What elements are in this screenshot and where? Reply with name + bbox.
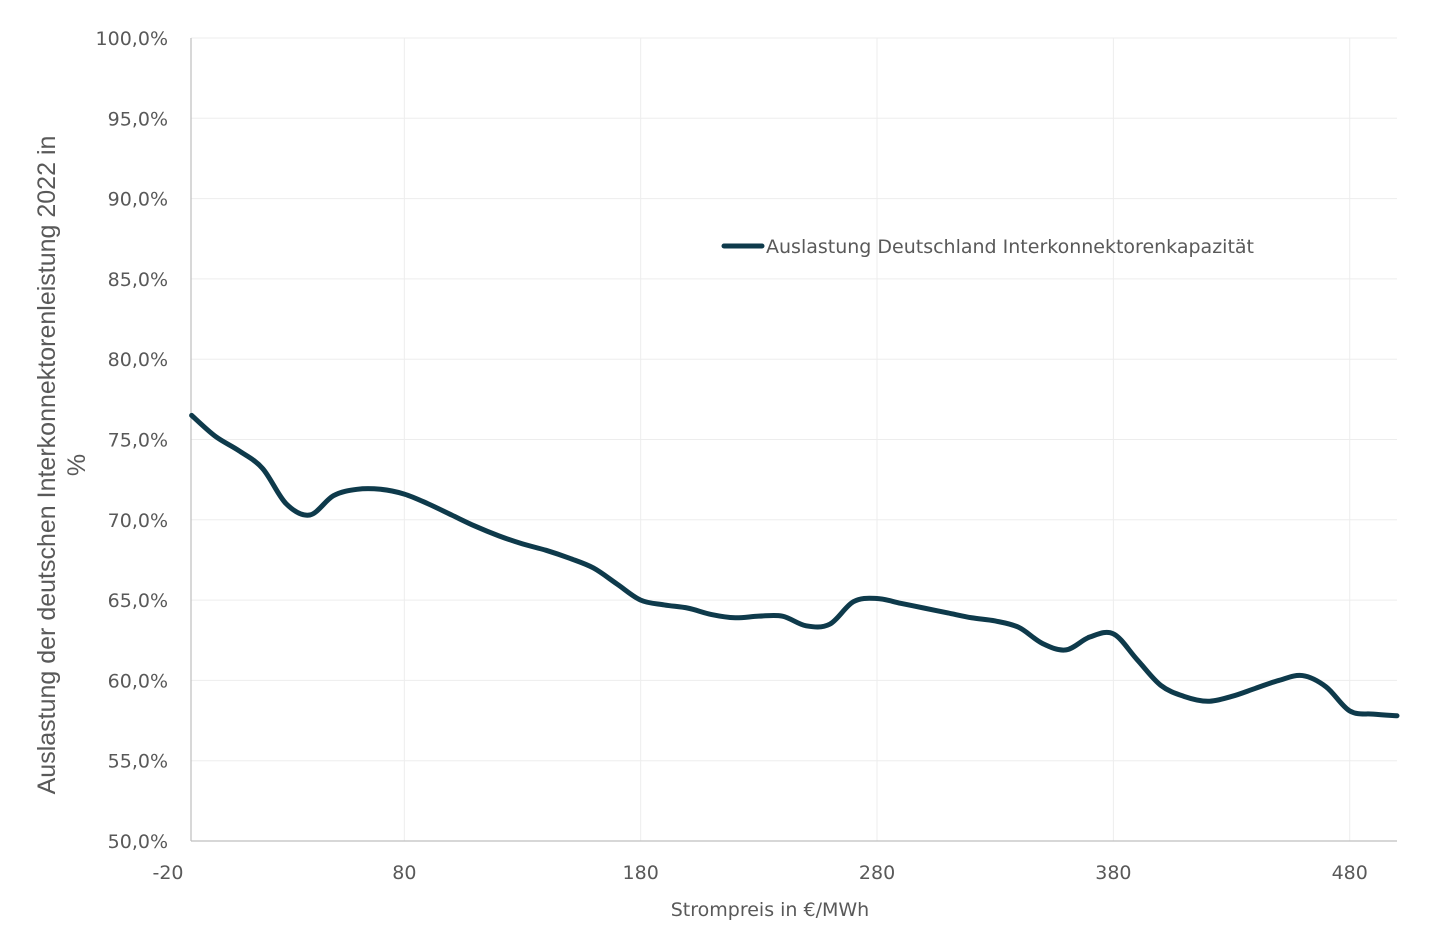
y-tick-label: 70,0%: [108, 510, 168, 532]
legend: Auslastung Deutschland Interkonnektorenk…: [721, 236, 1254, 258]
y-tick-label: 55,0%: [108, 751, 168, 773]
y-tick-label: 80,0%: [108, 349, 168, 371]
x-tick-label: 80: [392, 862, 416, 884]
y-axis-title-line-1: Auslastung der deutschen Interkonnektore…: [33, 136, 61, 795]
y-tick-label: 50,0%: [108, 831, 168, 853]
gridlines: [191, 37, 1397, 841]
y-tick-label: 100,0%: [96, 28, 168, 50]
y-tick-label: 65,0%: [108, 590, 168, 612]
series-line: [189, 412, 1400, 719]
series-lines: [189, 412, 1400, 719]
x-tick-label: 180: [623, 862, 659, 884]
x-tick-label: 380: [1095, 862, 1131, 884]
legend-label: Auslastung Deutschland Interkonnektorenk…: [766, 236, 1254, 258]
y-tick-label: 75,0%: [108, 430, 168, 452]
y-tick-label: 85,0%: [108, 269, 168, 291]
x-tick-label: -20: [152, 862, 183, 884]
y-tick-label: 95,0%: [108, 108, 168, 130]
y-axis-title-line-2: %: [63, 454, 91, 476]
y-axis-title: Auslastung der deutschen Interkonnektore…: [33, 136, 91, 795]
x-axis-title: Strompreis in €/MWh: [671, 899, 869, 921]
x-tick-labels: -20 80 180 280 380 480: [152, 862, 1367, 884]
y-tick-label: 90,0%: [108, 189, 168, 211]
y-tick-label: 60,0%: [108, 670, 168, 692]
x-tick-label: 280: [859, 862, 895, 884]
x-tick-label: 480: [1332, 862, 1368, 884]
y-tick-labels: 50,0% 55,0% 60,0% 65,0% 70,0% 75,0% 80,0% 85,0%…: [96, 28, 168, 853]
